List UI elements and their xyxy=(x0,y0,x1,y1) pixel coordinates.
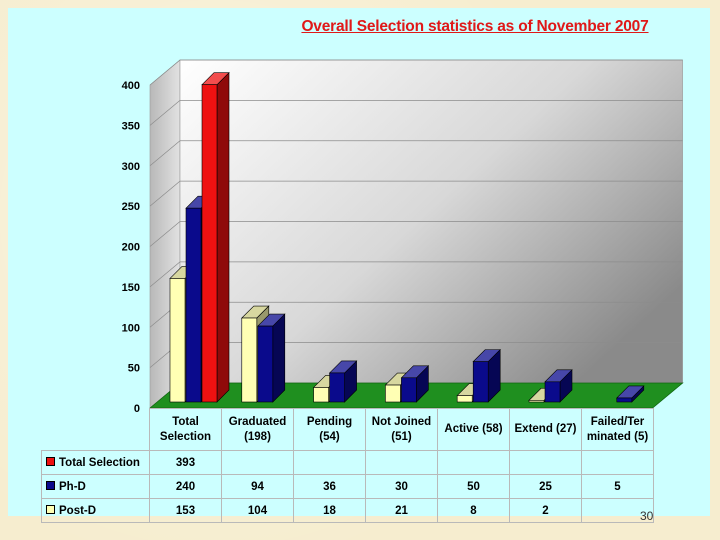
gridline xyxy=(149,221,683,247)
data-label xyxy=(365,450,438,475)
legend-swatch xyxy=(46,480,55,490)
y-tick-label: 50 xyxy=(128,363,140,375)
data-label xyxy=(437,450,510,475)
gridline xyxy=(149,59,683,86)
y-tick-label: 100 xyxy=(122,322,140,334)
legend-entry: Total Selection xyxy=(41,450,150,475)
x-tick-label: Failed/Ter minated (5) xyxy=(581,408,654,451)
data-label: 18 xyxy=(293,498,366,523)
legend-label: Post-D xyxy=(59,504,97,517)
legend-label: Ph-D xyxy=(59,480,86,493)
table-corner xyxy=(41,408,150,451)
x-tick-label: Not Joined (51) xyxy=(365,408,438,451)
bar-total-selection xyxy=(201,71,230,403)
gridline xyxy=(149,180,683,207)
x-tick-label: Total Selection xyxy=(149,408,222,451)
chart-title: Overall Selection statistics as of Novem… xyxy=(301,18,649,35)
data-label xyxy=(293,450,366,475)
bar-ph-d xyxy=(472,348,501,403)
bar-ph-d xyxy=(544,369,573,403)
bar-ph-d xyxy=(257,313,286,403)
data-label: 2 xyxy=(509,498,582,523)
bar-ph-d xyxy=(616,385,645,403)
data-label xyxy=(221,450,294,475)
bar-ph-d xyxy=(328,360,358,403)
y-tick-label: 350 xyxy=(122,120,140,132)
data-label: 240 xyxy=(149,474,222,499)
data-label: 94 xyxy=(221,474,294,499)
legend-label: Total Selection xyxy=(59,456,140,469)
data-label: 393 xyxy=(149,450,222,475)
data-label: 25 xyxy=(509,474,582,499)
bar-ph-d xyxy=(400,365,430,403)
y-tick-label: 250 xyxy=(122,201,140,213)
table-row: Total Selection 393 xyxy=(41,450,654,475)
data-label xyxy=(581,450,654,475)
data-label: 5 xyxy=(581,474,654,499)
legend-swatch xyxy=(46,504,55,514)
legend-swatch xyxy=(46,456,55,466)
data-label: 153 xyxy=(149,498,222,523)
table-row: Post-D 153 104 18 21 8 2 xyxy=(41,498,654,523)
y-tick-label: 150 xyxy=(122,282,140,294)
x-tick-label: Graduated (198) xyxy=(221,408,294,451)
data-table: Total Selection Graduated (198) Pending (54) N… xyxy=(41,408,654,523)
x-tick-label: Pending (54) xyxy=(293,408,366,451)
data-label: 104 xyxy=(221,498,294,523)
x-tick-label: Extend (27) xyxy=(509,408,582,451)
data-label xyxy=(509,450,582,475)
y-tick-label: 200 xyxy=(122,242,140,254)
table-row: Ph-D 240 94 36 30 50 25 5 xyxy=(41,474,654,499)
x-tick-label: Active (58) xyxy=(437,408,510,451)
data-label xyxy=(581,498,654,523)
data-label: 8 xyxy=(437,498,510,523)
legend-entry: Ph-D xyxy=(41,474,150,499)
legend-entry: Post-D xyxy=(41,498,150,523)
page-number: 30 xyxy=(640,509,654,523)
gridline xyxy=(149,100,683,126)
data-label: 21 xyxy=(365,498,438,523)
data-label: 50 xyxy=(437,474,510,499)
data-label: 36 xyxy=(293,474,366,499)
y-tick-label: 300 xyxy=(122,161,140,173)
gridline xyxy=(149,261,683,288)
y-tick-label: 400 xyxy=(122,80,140,92)
data-label: 30 xyxy=(365,474,438,499)
gridline xyxy=(149,140,683,167)
